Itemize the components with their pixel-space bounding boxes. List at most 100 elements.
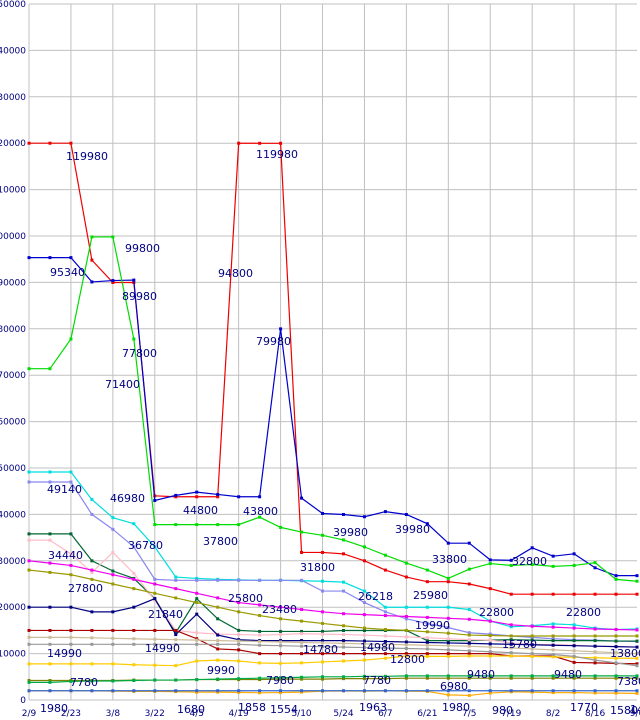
series-marker <box>237 495 241 499</box>
series-marker <box>572 552 576 556</box>
series-marker <box>27 256 31 260</box>
series-marker <box>69 480 73 484</box>
data-point-label: 119980 <box>256 148 298 161</box>
series-marker <box>195 523 199 527</box>
series-marker <box>195 576 199 580</box>
series-marker <box>69 628 73 632</box>
series-marker <box>48 561 52 565</box>
series-line <box>29 643 638 667</box>
series-marker <box>27 532 31 536</box>
series-marker <box>300 632 304 636</box>
data-point-label: 33800 <box>432 553 467 566</box>
series-marker <box>488 652 492 656</box>
series-marker <box>635 664 639 668</box>
series-marker <box>404 617 408 621</box>
data-point-label: 27800 <box>68 582 103 595</box>
series-marker <box>195 642 199 646</box>
series-marker <box>216 677 220 681</box>
series-marker <box>341 689 345 693</box>
data-point-label: 12800 <box>390 653 425 666</box>
series-marker <box>27 662 31 666</box>
data-point-label: 39980 <box>333 526 368 539</box>
series-marker <box>362 639 366 643</box>
series-marker <box>572 644 576 648</box>
data-point-label: 25800 <box>228 592 263 605</box>
series-marker <box>467 654 471 658</box>
data-point-label: 22800 <box>479 606 514 619</box>
series-marker <box>593 656 597 660</box>
x-axis-tick-labels: 2/9 2/23 3/8 3/22 4/5 4/19 5/10 5/24 6/7 6/21 7/5 7… <box>22 709 640 719</box>
series-marker <box>341 652 345 656</box>
series-marker <box>153 523 157 527</box>
series-marker <box>279 676 283 680</box>
series-marker <box>153 689 157 693</box>
series-marker <box>48 605 52 609</box>
series-marker <box>216 578 220 582</box>
series-marker <box>174 493 178 497</box>
series-marker <box>467 652 471 656</box>
series-marker <box>446 580 450 584</box>
series-marker <box>551 643 555 647</box>
series-marker <box>551 674 555 678</box>
series-marker <box>321 675 325 679</box>
series-marker <box>341 645 345 649</box>
x-tick-label: 7/19 <box>501 709 521 719</box>
series-marker <box>237 677 241 681</box>
series-marker <box>111 516 115 520</box>
series-marker <box>216 658 220 662</box>
data-point-label: 39980 <box>395 523 430 536</box>
series-marker <box>48 662 52 666</box>
series-marker <box>530 652 534 656</box>
data-point-label: 14990 <box>145 642 180 655</box>
series-marker <box>446 689 450 693</box>
series-marker <box>132 587 136 591</box>
series-line <box>29 481 638 643</box>
y-tick-label: 50000 <box>0 464 26 474</box>
data-point-label: 19990 <box>415 619 450 632</box>
series-marker <box>341 580 345 584</box>
series-marker <box>321 677 325 681</box>
series-marker <box>174 575 178 579</box>
series-marker <box>90 610 94 614</box>
series-marker <box>635 674 639 678</box>
series-marker <box>509 674 513 678</box>
series-marker <box>383 634 387 638</box>
series-marker <box>572 689 576 693</box>
series-marker <box>216 605 220 609</box>
series-marker <box>341 589 345 593</box>
series-marker <box>111 527 115 531</box>
series-marker <box>27 642 31 646</box>
series-line <box>28 560 638 631</box>
series-marker <box>530 624 534 628</box>
y-tick-label: 60000 <box>0 418 26 428</box>
series-marker <box>174 596 178 600</box>
series-marker <box>635 676 639 680</box>
series-marker <box>195 601 199 605</box>
series-marker <box>341 612 345 616</box>
series-marker <box>27 367 31 371</box>
series-line <box>29 257 637 577</box>
series-marker <box>593 644 597 648</box>
series-marker <box>509 642 513 646</box>
series-marker <box>195 678 199 682</box>
data-point-label: 7780 <box>70 676 98 689</box>
x-tick-label: 4/5 <box>189 709 203 719</box>
data-point-label: 9480 <box>467 668 495 681</box>
series-marker <box>509 651 513 655</box>
series-marker <box>446 626 450 630</box>
x-tick-label: 4/19 <box>229 709 249 719</box>
series-marker <box>90 568 94 572</box>
series-marker <box>509 558 513 562</box>
series-marker <box>404 640 408 644</box>
series-marker <box>425 636 429 640</box>
series-marker <box>69 689 73 693</box>
y-tick-label: 10000 <box>0 650 26 660</box>
series-marker <box>383 510 387 514</box>
series-marker <box>279 141 283 145</box>
series-marker <box>27 680 31 684</box>
series-marker <box>488 642 492 646</box>
series-marker <box>300 675 304 679</box>
series-marker <box>635 656 639 660</box>
series-marker <box>153 628 157 632</box>
series-marker <box>27 568 31 572</box>
